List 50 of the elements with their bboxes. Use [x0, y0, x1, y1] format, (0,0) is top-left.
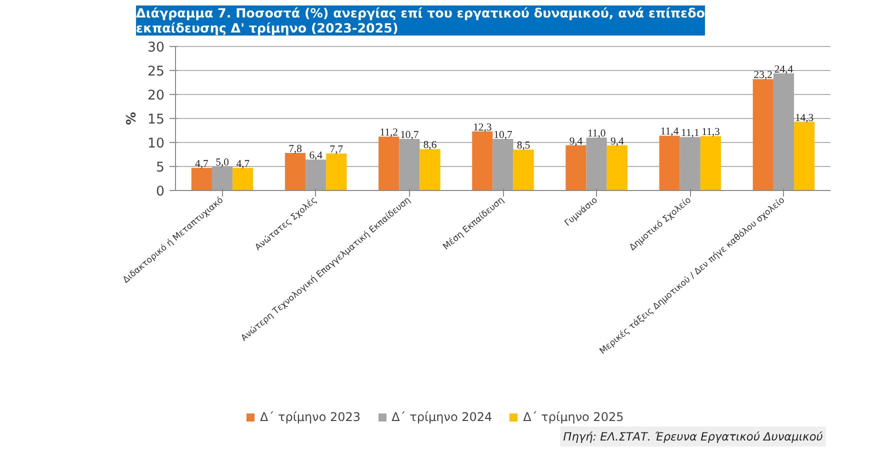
data-label: 11,2 [380, 128, 398, 139]
y-tick-label: 25 [148, 64, 165, 80]
data-label: 11,4 [660, 126, 680, 138]
data-label: 14,3 [794, 112, 814, 124]
data-label: 10,7 [400, 130, 420, 142]
data-label: 9,4 [610, 136, 624, 148]
data-label: 10,7 [494, 130, 513, 142]
bar [306, 160, 326, 190]
data-label: 6,4 [309, 150, 324, 162]
bar [284, 152, 306, 190]
bar [752, 79, 774, 190]
data-label: 7,8 [288, 144, 302, 155]
data-label: 8,5 [516, 140, 530, 152]
bar [680, 137, 700, 190]
bar [420, 149, 440, 190]
text: Πηγή: ΕΛ.ΣΤΑΤ. Έρευνα Εργατικού Δυναμικού [563, 430, 824, 444]
data-label: 11,0 [587, 128, 606, 140]
data-label: 4,7 [236, 158, 250, 170]
legend-label: Δ΄ τρίμηνο 2023 [260, 410, 361, 424]
y-tick-label: 5 [156, 160, 165, 176]
bar [606, 145, 628, 190]
chart-title: Διάγραμμα 7. Ποσοστά (%) ανεργίας επί του εργατικού δυναμικού, ανά επίπεδο εκπαίδευσης Δ' τρίμηνο (2023-2025) [136, 6, 706, 36]
y-tick-label: 10 [148, 136, 165, 152]
data-label: 8,6 [423, 140, 438, 152]
bar [232, 168, 254, 190]
y-tick-label: 0 [156, 184, 165, 200]
bar [378, 136, 400, 190]
y-tick-label: 30 [148, 40, 165, 56]
data-label: 12,3 [473, 122, 492, 134]
y-axis-title: % [124, 112, 140, 126]
data-label: 11,1 [681, 128, 700, 140]
bar [700, 136, 722, 190]
bar [659, 136, 680, 190]
bar [566, 145, 586, 190]
data-label: 9,4 [569, 136, 584, 148]
bar [191, 168, 212, 190]
data-label: 5,0 [216, 157, 229, 168]
bar [326, 153, 347, 190]
data-label: 4,7 [195, 158, 210, 170]
data-label: 24,4 [774, 64, 794, 76]
legend-label: Δ΄ τρίμηνο 2024 [392, 410, 492, 424]
data-label: 23,2 [754, 70, 772, 82]
data-label: 7,7 [330, 144, 344, 156]
bar [472, 131, 493, 190]
y-tick-label: 20 [148, 88, 165, 104]
y-tick-label: 15 [148, 112, 165, 128]
legend-label: Δ΄ τρίμηνο 2025 [523, 410, 624, 424]
bar [513, 150, 534, 190]
data-label: 11,3 [702, 127, 720, 138]
bar [794, 122, 815, 190]
